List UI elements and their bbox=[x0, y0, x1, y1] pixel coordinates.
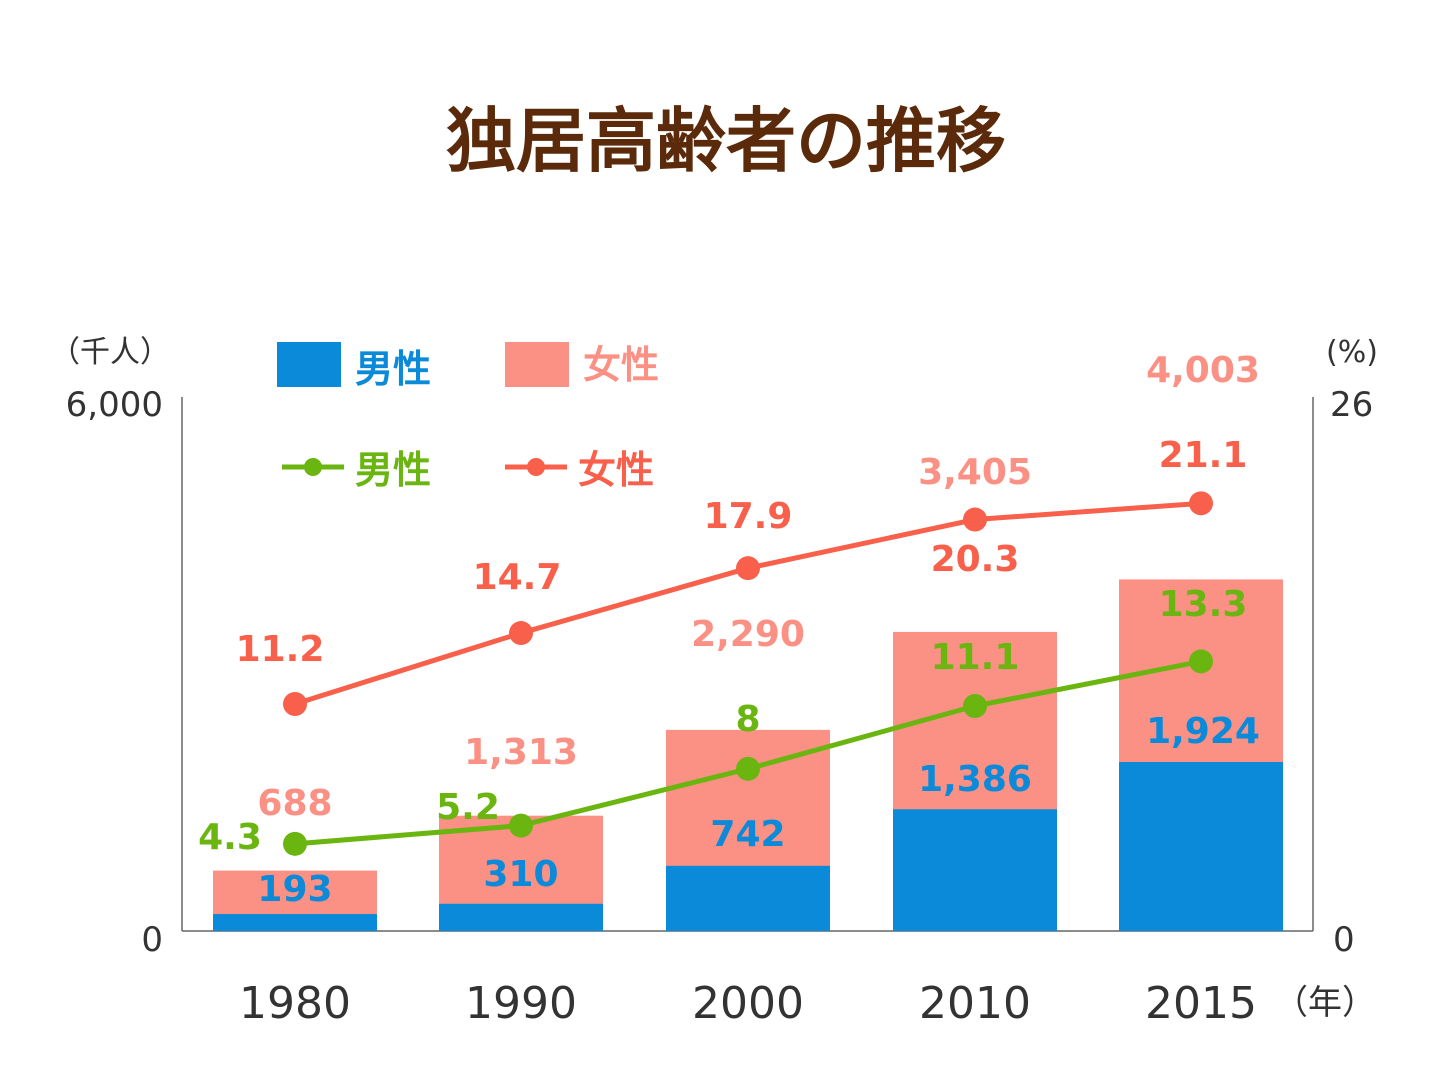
legend-line-male-label: 男性 bbox=[355, 448, 431, 492]
line-male-value-1990: 5.2 bbox=[436, 787, 500, 828]
point-female-2015 bbox=[1189, 491, 1213, 516]
legend-line-female-label: 女性 bbox=[578, 448, 654, 492]
line-female-value-2015: 21.1 bbox=[1159, 435, 1248, 476]
bar-male-2015 bbox=[1119, 762, 1283, 931]
bar-male-value-1990: 310 bbox=[483, 854, 558, 895]
bar-male-value-2010: 1,386 bbox=[918, 759, 1032, 800]
bar-male-1980 bbox=[213, 914, 377, 931]
point-female-1980 bbox=[283, 691, 307, 716]
bar-male-value-2000: 742 bbox=[710, 814, 785, 855]
line-female-value-1980: 11.2 bbox=[236, 629, 325, 670]
point-female-2000 bbox=[736, 556, 760, 581]
point-male-1980 bbox=[283, 831, 307, 856]
point-male-2010 bbox=[963, 694, 987, 719]
right-axis-unit: (%) bbox=[1326, 335, 1378, 370]
legend-line-female-marker bbox=[527, 458, 545, 476]
bar-male-2010 bbox=[893, 809, 1057, 931]
line-male-value-2000: 8 bbox=[735, 699, 760, 740]
left-axis-max-label: 6,000 bbox=[66, 385, 163, 425]
x-tick-label-2015: 2015 bbox=[1145, 978, 1257, 1029]
point-male-1990 bbox=[509, 813, 533, 838]
line-male-value-2015: 13.3 bbox=[1159, 584, 1248, 625]
point-female-2010 bbox=[963, 507, 987, 532]
left-axis-unit: （千人） bbox=[50, 335, 170, 370]
line-female-value-2010: 20.3 bbox=[931, 539, 1020, 580]
x-tick-label-2010: 2010 bbox=[919, 978, 1031, 1029]
bar-male-value-2015: 1,924 bbox=[1146, 711, 1260, 752]
left-axis-min-label: 0 bbox=[141, 920, 163, 960]
bar-male-2000 bbox=[666, 865, 830, 931]
bars-layer bbox=[213, 579, 1283, 931]
bar-male-value-1980: 193 bbox=[257, 869, 332, 910]
line-female-value-1990: 14.7 bbox=[473, 557, 562, 598]
legend-bar-female-swatch bbox=[505, 342, 569, 387]
lines-layer bbox=[283, 491, 1213, 856]
point-male-2000 bbox=[736, 756, 760, 781]
right-axis-min-label: 0 bbox=[1333, 920, 1355, 960]
bar-total-value-2015: 4,003 bbox=[1146, 350, 1260, 391]
x-tick-label-1990: 1990 bbox=[465, 978, 577, 1029]
legend-bar-male-swatch bbox=[277, 342, 341, 387]
x-tick-label-1980: 1980 bbox=[239, 978, 351, 1029]
bar-male-1990 bbox=[439, 903, 603, 931]
x-tick-label-2000: 2000 bbox=[692, 978, 804, 1029]
line-female-value-2000: 17.9 bbox=[704, 496, 793, 537]
line-male-value-2010: 11.1 bbox=[931, 637, 1020, 678]
legend-bar-male-label: 男性 bbox=[355, 347, 431, 391]
bar-total-value-2000: 2,290 bbox=[691, 614, 805, 655]
point-male-2015 bbox=[1189, 649, 1213, 674]
line-male-value-1980: 4.3 bbox=[198, 817, 262, 858]
bar-total-value-2010: 3,405 bbox=[918, 452, 1032, 493]
bar-total-value-1980: 688 bbox=[257, 783, 332, 824]
point-female-1990 bbox=[509, 621, 533, 646]
chart-title: 独居高齢者の推移 bbox=[446, 100, 1006, 182]
legend-bar-female-label: 女性 bbox=[583, 343, 659, 387]
bar-total-value-1990: 1,313 bbox=[464, 732, 578, 773]
right-axis-max-label: 26 bbox=[1330, 385, 1373, 425]
legend-line-male-marker bbox=[304, 458, 322, 476]
x-axis-unit: （年） bbox=[1274, 983, 1376, 1023]
